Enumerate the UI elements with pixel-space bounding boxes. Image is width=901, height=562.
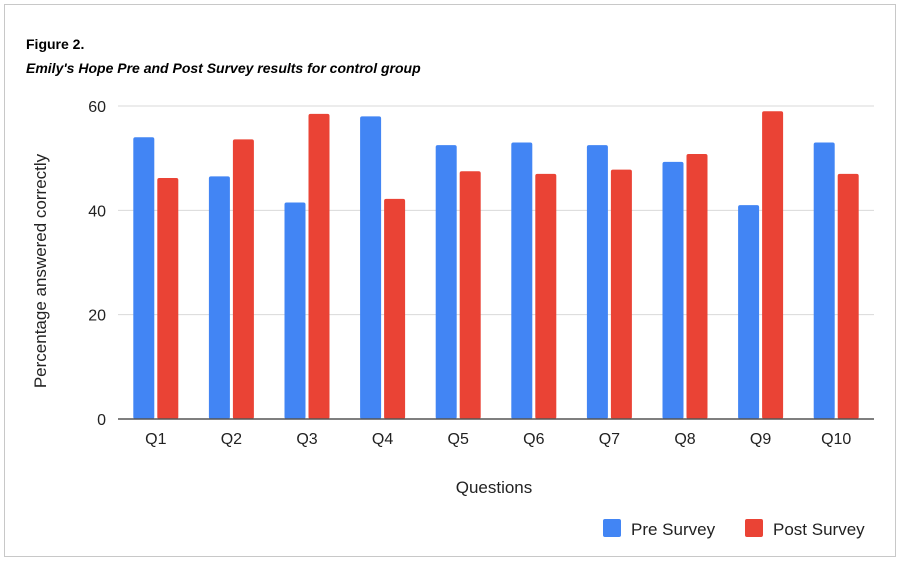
figure-caption: Emily's Hope Pre and Post Survey results…	[26, 60, 421, 76]
y-tick-labels: 0 20 40 60	[88, 99, 106, 429]
figure-label: Figure 2.	[26, 36, 85, 52]
post-survey-bar-q6	[535, 173, 557, 419]
x-tick-label: Q7	[599, 431, 620, 448]
y-axis-title: Percentage answered correctly	[31, 153, 50, 388]
pre-survey-bar-q4	[360, 116, 382, 419]
pre-survey-bar-q2	[208, 176, 230, 419]
pre-survey-bar-q10	[813, 142, 835, 419]
post-survey-bar-q3	[308, 113, 330, 419]
x-axis-title: Questions	[456, 478, 533, 497]
pre-survey-bar-q8	[662, 161, 684, 419]
pre-survey-bar-q1	[133, 137, 155, 420]
x-tick-label: Q6	[523, 431, 544, 448]
x-tick-label: Q10	[821, 431, 851, 448]
post-survey-bar-q1	[157, 177, 179, 419]
x-tick-labels: Q1 Q2 Q3 Q4 Q5 Q6 Q7 Q8 Q9 Q10	[145, 431, 851, 448]
y-tick-label: 0	[97, 412, 106, 429]
post-survey-bar-q8	[686, 153, 708, 419]
post-survey-bar-q10	[837, 173, 859, 419]
pre-survey-bar-q5	[435, 145, 457, 419]
y-tick-label: 60	[88, 99, 106, 116]
x-tick-label: Q2	[221, 431, 242, 448]
legend-label-pre: Pre Survey	[631, 520, 716, 539]
pre-survey-bar-q3	[284, 202, 306, 419]
legend: Pre Survey Post Survey	[603, 519, 865, 539]
post-survey-bar-q4	[384, 198, 406, 419]
bars	[133, 111, 859, 420]
gridlines	[118, 105, 874, 316]
x-tick-label: Q5	[448, 431, 469, 448]
pre-survey-bar-q9	[738, 205, 760, 419]
legend-swatch-post	[745, 519, 763, 537]
post-survey-bar-q2	[232, 139, 254, 420]
x-tick-label: Q9	[750, 431, 771, 448]
legend-swatch-pre	[603, 519, 621, 537]
y-tick-label: 40	[88, 203, 106, 220]
post-survey-bar-q5	[459, 171, 481, 419]
x-tick-label: Q8	[674, 431, 695, 448]
x-tick-label: Q4	[372, 431, 393, 448]
post-survey-bar-q7	[610, 169, 632, 419]
legend-label-post: Post Survey	[773, 520, 865, 539]
x-tick-label: Q3	[296, 431, 317, 448]
post-survey-bar-q9	[762, 111, 784, 419]
pre-survey-bar-q6	[511, 142, 533, 419]
y-tick-label: 20	[88, 308, 106, 325]
x-tick-label: Q1	[145, 431, 166, 448]
pre-survey-bar-q7	[586, 145, 608, 419]
